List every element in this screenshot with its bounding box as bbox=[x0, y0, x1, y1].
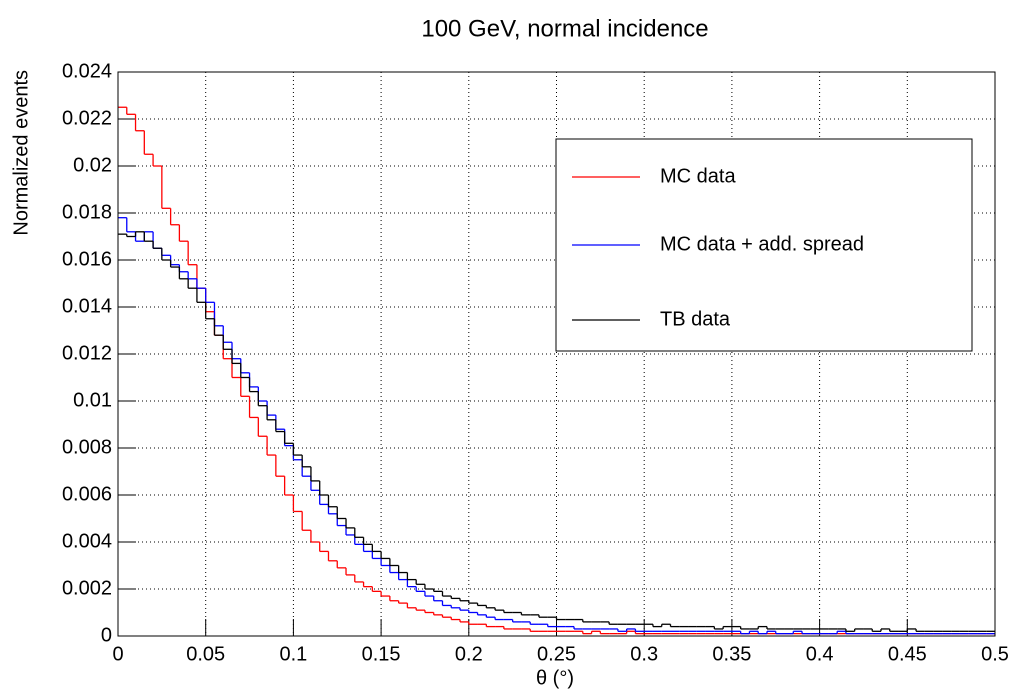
x-tick-label: 0 bbox=[112, 643, 123, 665]
y-tick-label: 0.018 bbox=[62, 201, 112, 223]
x-tick-label: 0.1 bbox=[279, 643, 307, 665]
x-tick-label: 0.5 bbox=[981, 643, 1009, 665]
y-tick-label: 0.006 bbox=[62, 483, 112, 505]
y-axis-label: Normalized events bbox=[10, 70, 32, 236]
legend-label: TB data bbox=[660, 308, 731, 330]
chart-title: 100 GeV, normal incidence bbox=[421, 15, 708, 42]
y-tick-label: 0.004 bbox=[62, 530, 112, 552]
y-tick-label: 0.016 bbox=[62, 248, 112, 270]
histogram-series bbox=[118, 217, 995, 635]
legend-label: MC data bbox=[660, 165, 736, 187]
x-tick-label: 0.15 bbox=[362, 643, 401, 665]
y-tick-label: 0.014 bbox=[62, 295, 112, 317]
x-tick-label: 0.45 bbox=[888, 643, 927, 665]
y-tick-label: 0 bbox=[101, 624, 112, 646]
legend-label: MC data + add. spread bbox=[660, 233, 864, 255]
histogram-series bbox=[118, 231, 995, 632]
y-tick-label: 0.024 bbox=[62, 60, 112, 82]
y-tick-label: 0.002 bbox=[62, 577, 112, 599]
y-tick-label: 0.012 bbox=[62, 342, 112, 364]
y-tick-label: 0.01 bbox=[73, 389, 112, 411]
x-tick-label: 0.2 bbox=[455, 643, 483, 665]
plot-frame bbox=[117, 71, 996, 637]
x-tick-label: 0.35 bbox=[712, 643, 751, 665]
y-tick-label: 0.02 bbox=[73, 154, 112, 176]
x-tick-label: 0.05 bbox=[186, 643, 225, 665]
x-tick-label: 0.25 bbox=[537, 643, 576, 665]
legend: MC data MC data + add. spread TB data bbox=[555, 138, 973, 352]
x-tick-label: 0.4 bbox=[806, 643, 834, 665]
y-tick-label: 0.022 bbox=[62, 107, 112, 129]
x-axis-label: θ (°) bbox=[536, 667, 574, 689]
y-tick-label: 0.008 bbox=[62, 436, 112, 458]
x-tick-label: 0.3 bbox=[630, 643, 658, 665]
